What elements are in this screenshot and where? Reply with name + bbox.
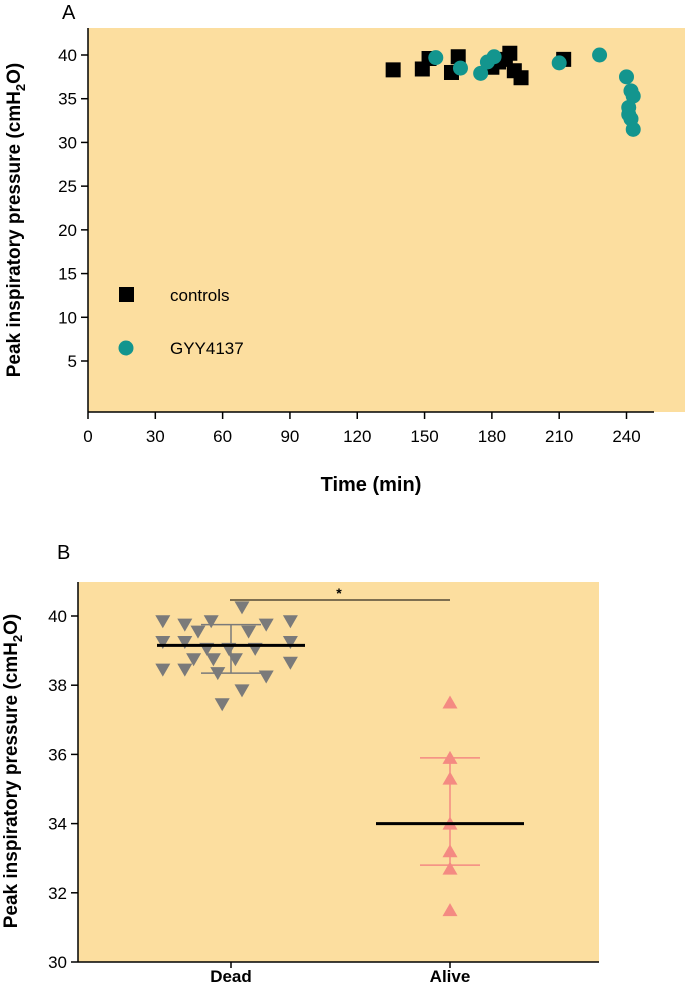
- point-controls: [450, 49, 466, 65]
- point-dead: [234, 601, 250, 615]
- point-gyy4137: [428, 50, 444, 66]
- point-dead: [203, 615, 219, 629]
- point-dead: [155, 663, 171, 677]
- x-tick-label: 60: [213, 427, 232, 446]
- panel-b: B 30 32 34 36 38 40 Dead Alive Peak inspirator…: [1, 542, 599, 984]
- point-gyy4137: [551, 55, 567, 71]
- legend-gyy4137-marker: [118, 340, 134, 356]
- point-dead: [186, 653, 202, 667]
- y-tick-label: 5: [68, 352, 77, 371]
- point-dead: [234, 684, 250, 698]
- y-tick-label: 35: [58, 90, 77, 109]
- point-dead: [190, 625, 206, 639]
- point-alive: [442, 695, 458, 709]
- point-controls: [502, 45, 518, 61]
- point-alive: [442, 771, 458, 785]
- x-tick-label: 90: [280, 427, 299, 446]
- x-tick-label: 30: [146, 427, 165, 446]
- point-gyy4137: [621, 99, 637, 115]
- panel-b-label: B: [57, 542, 70, 564]
- x-tick-label: 240: [612, 427, 640, 446]
- point-dead: [177, 635, 193, 649]
- significance-label: *: [336, 585, 342, 601]
- y-tick-label: 30: [48, 953, 67, 972]
- panel-b-x-ticks: Dead Alive: [210, 962, 470, 984]
- point-dead: [258, 670, 274, 684]
- panel-b-y-ticks: 30 32 34 36 38 40: [48, 607, 78, 972]
- y-tick-label: 30: [58, 133, 77, 152]
- point-gyy4137: [592, 47, 608, 63]
- point-dead: [214, 698, 230, 712]
- point-dead: [177, 618, 193, 632]
- x-tick-label: 120: [343, 427, 371, 446]
- legend-controls-label: controls: [170, 286, 230, 305]
- point-gyy4137: [619, 69, 634, 85]
- y-tick-label: 40: [48, 607, 67, 626]
- point-gyy4137: [625, 121, 641, 137]
- y-tick-label: 15: [58, 265, 77, 284]
- y-tick-label: 10: [58, 308, 77, 327]
- panel-b-points: [155, 601, 524, 917]
- point-dead: [177, 663, 193, 677]
- y-tick-label: 20: [58, 221, 77, 240]
- y-tick-label: 36: [48, 745, 67, 764]
- panel-a-x-ticks: 0 30 60 90 120 150 180 210 240: [83, 412, 641, 446]
- panel-a-points: [385, 45, 641, 137]
- x-tick-label: 180: [478, 427, 506, 446]
- legend-gyy4137-label: GYY4137: [170, 339, 244, 358]
- point-dead: [241, 625, 257, 639]
- y-tick-label: 38: [48, 676, 67, 695]
- category-label-alive: Alive: [430, 967, 471, 984]
- point-dead: [155, 615, 171, 629]
- point-dead: [227, 653, 243, 667]
- y-tick-label: 25: [58, 177, 77, 196]
- point-alive: [442, 750, 458, 764]
- point-alive: [442, 861, 458, 875]
- y-tick-label: 32: [48, 884, 67, 903]
- panel-a: A 5 10 15 20 25 30 35 40 0 30 60 90 120 150 180 210 240…: [4, 2, 685, 496]
- point-dead: [282, 656, 298, 670]
- point-dead: [210, 667, 226, 681]
- x-tick-label: 210: [545, 427, 573, 446]
- point-controls: [385, 62, 401, 78]
- x-tick-label: 150: [410, 427, 438, 446]
- point-gyy4137: [473, 65, 489, 81]
- point-dead: [155, 635, 171, 649]
- point-gyy4137: [452, 60, 468, 76]
- panel-a-x-axis-label: Time (min): [321, 474, 422, 496]
- panel-a-background: [88, 28, 685, 412]
- y-tick-label: 34: [48, 815, 67, 834]
- panel-b-y-axis-label: Peak inspiratory pressure (cmH2O): [1, 614, 25, 929]
- panel-b-background: [78, 582, 599, 962]
- point-dead: [258, 618, 274, 632]
- panel-a-label: A: [62, 2, 76, 24]
- point-gyy4137: [486, 49, 502, 65]
- point-gyy4137: [625, 88, 641, 104]
- point-dead: [282, 615, 298, 629]
- point-controls: [513, 70, 529, 86]
- panel-a-legend: controls GYY4137: [118, 286, 244, 358]
- panel-a-y-ticks: 5 10 15 20 25 30 35 40: [58, 46, 88, 371]
- point-alive: [442, 844, 458, 858]
- point-dead: [205, 653, 221, 667]
- legend-controls-marker: [119, 287, 134, 302]
- panel-a-y-axis-label: Peak inspiratory pressure (cmH2O): [4, 63, 28, 378]
- y-tick-label: 40: [58, 46, 77, 65]
- point-alive: [442, 903, 458, 917]
- category-label-dead: Dead: [210, 967, 252, 984]
- x-tick-label: 0: [83, 427, 92, 446]
- point-dead: [282, 635, 298, 649]
